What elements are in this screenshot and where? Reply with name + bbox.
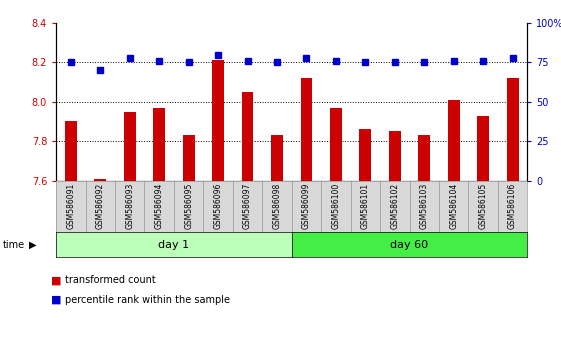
Text: GSM586102: GSM586102	[390, 183, 399, 229]
Text: GSM586100: GSM586100	[332, 183, 341, 229]
Bar	[477, 115, 489, 181]
Bar	[212, 61, 224, 181]
Text: GSM586092: GSM586092	[96, 183, 105, 229]
Text: time: time	[3, 240, 25, 250]
Text: GSM586101: GSM586101	[361, 183, 370, 229]
Bar	[183, 135, 195, 181]
Bar	[360, 129, 371, 181]
Bar	[124, 112, 136, 181]
Bar	[65, 121, 77, 181]
Text: ■: ■	[50, 275, 61, 285]
Text: GSM586096: GSM586096	[214, 183, 223, 229]
Text: GSM586095: GSM586095	[184, 183, 193, 229]
Text: GSM586105: GSM586105	[479, 183, 488, 229]
Bar	[507, 78, 518, 181]
Bar	[153, 108, 165, 181]
Text: ■: ■	[50, 295, 61, 305]
Text: percentile rank within the sample: percentile rank within the sample	[65, 295, 229, 305]
Bar	[448, 100, 459, 181]
Text: GSM586106: GSM586106	[508, 183, 517, 229]
Text: GSM586097: GSM586097	[243, 183, 252, 229]
Bar	[330, 108, 342, 181]
Bar	[419, 135, 430, 181]
Bar	[94, 178, 106, 181]
Text: transformed count: transformed count	[65, 275, 155, 285]
Bar	[301, 78, 312, 181]
Text: GSM586091: GSM586091	[66, 183, 75, 229]
Bar	[389, 131, 401, 181]
Text: ▶: ▶	[29, 240, 36, 250]
Text: GSM586103: GSM586103	[420, 183, 429, 229]
Text: GSM586094: GSM586094	[155, 183, 164, 229]
Text: day 1: day 1	[158, 240, 190, 250]
Text: GSM586093: GSM586093	[125, 183, 134, 229]
Text: GSM586104: GSM586104	[449, 183, 458, 229]
Text: GSM586099: GSM586099	[302, 183, 311, 229]
Text: GSM586098: GSM586098	[273, 183, 282, 229]
Bar	[242, 92, 254, 181]
Bar	[271, 135, 283, 181]
Text: day 60: day 60	[390, 240, 429, 250]
